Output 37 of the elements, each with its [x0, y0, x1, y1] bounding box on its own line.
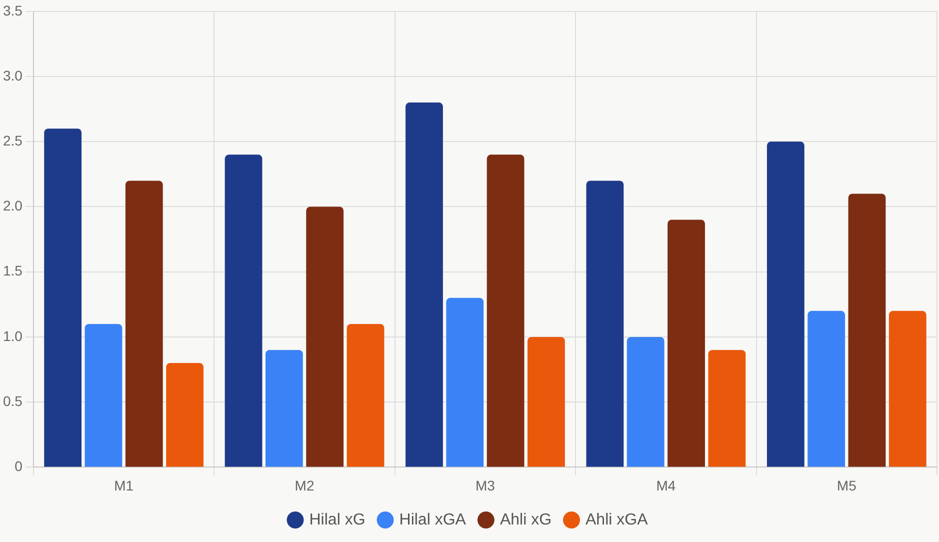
- x-tick-label: M1: [114, 477, 134, 494]
- bar: [84, 324, 122, 467]
- y-tick-label: 1.5: [2, 262, 23, 279]
- bar: [626, 336, 664, 467]
- bar: [848, 194, 886, 467]
- y-tick-label: 0: [14, 458, 23, 474]
- bar: [446, 298, 484, 467]
- x-tick-label: M2: [294, 477, 314, 494]
- bar: [708, 350, 746, 467]
- bar: [125, 180, 163, 467]
- bar: [668, 220, 705, 467]
- bar: [808, 310, 846, 467]
- bar: [406, 102, 443, 467]
- y-tick-label: 3.5: [2, 2, 23, 18]
- y-tick-label: 1.0: [2, 328, 23, 344]
- bar: [224, 154, 262, 467]
- y-tick-label: 3.0: [2, 67, 23, 84]
- bar: [346, 324, 384, 467]
- legend-label: Hilal xGA: [399, 511, 466, 528]
- bar: [486, 154, 524, 467]
- bar: [306, 206, 344, 467]
- bar: [44, 128, 82, 467]
- bar: [888, 310, 926, 467]
- bar: [586, 180, 624, 467]
- y-tick-label: 2.5: [2, 132, 23, 148]
- x-tick-label: M5: [836, 477, 857, 494]
- y-tick-label: 2.0: [2, 198, 23, 214]
- bar: [265, 350, 303, 467]
- x-tick-label: M3: [476, 477, 496, 494]
- bar: [766, 142, 804, 467]
- x-tick-label: M4: [656, 477, 676, 494]
- y-tick-label: 0.5: [2, 392, 23, 409]
- legend-label: Ahli xG: [500, 511, 552, 528]
- bar: [166, 363, 204, 467]
- legend-label: Hilal xG: [309, 511, 366, 528]
- legend-label: Ahli xGA: [586, 511, 648, 528]
- bar: [528, 336, 565, 467]
